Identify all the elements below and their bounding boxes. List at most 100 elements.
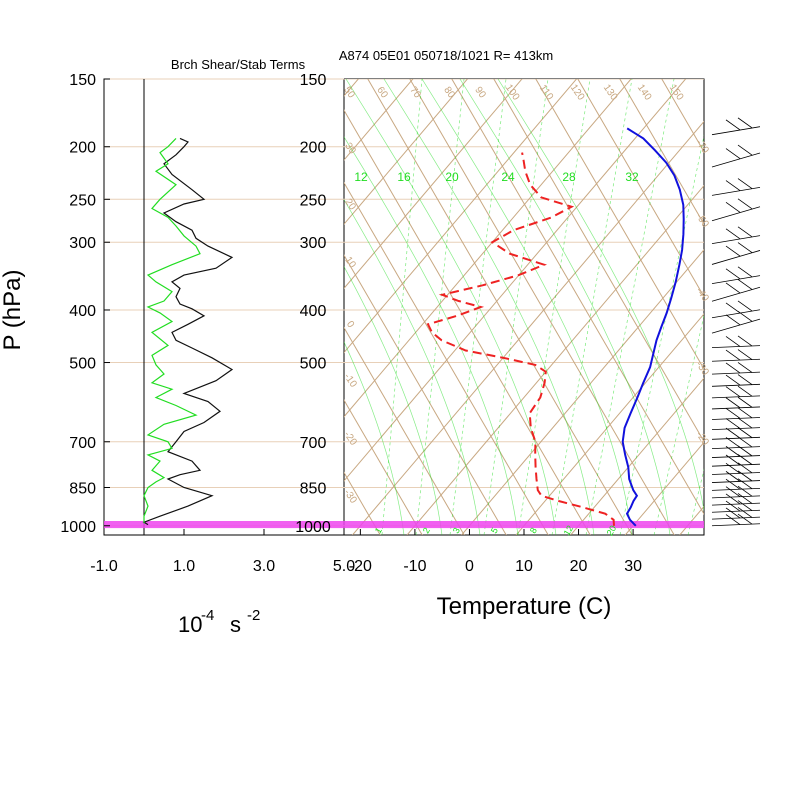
isotherm-line	[344, 79, 578, 354]
mixing-ratio-bottom-label: 2	[421, 526, 432, 535]
moist-adiabat-line	[383, 79, 595, 535]
wind-barb-flag	[737, 178, 753, 189]
right-series-lines	[426, 127, 685, 527]
wind-barb-staff	[711, 383, 761, 387]
right-x-ticklabel: -20	[349, 558, 372, 575]
mixing-ratio-bottom-label: 12	[562, 524, 576, 538]
wind-barb-flag	[725, 478, 741, 490]
theta-label: 90	[472, 85, 488, 101]
dry-adiabat-line	[344, 326, 465, 535]
wind-barb-staff	[711, 250, 761, 265]
y-axis-label: P (hPa)	[0, 270, 26, 351]
dry-adiabat-line	[344, 181, 549, 535]
left-x-ticklabels: -1.0 1.0 3.0 5.0	[90, 529, 355, 575]
wind-barb-flag	[737, 513, 753, 525]
right-diagram-background	[0, 0, 704, 545]
theta-right-label: -20	[693, 429, 711, 448]
left-x-axis-label: 10 -4 s -2	[178, 607, 260, 637]
theta-label: 80	[441, 85, 457, 101]
mixing-ratio-line	[517, 79, 591, 535]
wind-barb-flag	[725, 180, 741, 191]
wind-barb-flag	[725, 418, 741, 429]
left-panel-title: Brch Shear/Stab Terms	[171, 57, 306, 72]
dry-adiabat-line	[344, 399, 423, 535]
wind-barb-flag	[737, 478, 753, 489]
wind-barb-flag	[725, 302, 741, 314]
wind-barb-staff	[711, 523, 761, 527]
theta-label: 150	[667, 83, 686, 103]
wind-barb-staff	[711, 417, 761, 420]
theta-label: 60	[374, 85, 390, 101]
wind-barb-flag	[725, 148, 741, 159]
wind-barb-staff	[711, 358, 761, 362]
right-x-ticklabel: 10	[515, 558, 533, 575]
wind-barb-flag	[725, 507, 741, 519]
mixing-ratio-label: 12	[354, 170, 368, 184]
right-x-ticklabel: -10	[403, 558, 426, 575]
dry-adiabat-line	[409, 79, 675, 535]
wind-barb-staff	[711, 516, 761, 520]
mixing-ratio-bottom-label: 5	[489, 526, 500, 535]
wind-barb-flag	[737, 507, 753, 518]
wind-barb-flag	[737, 445, 753, 457]
mixing-ratio-bottom-label: 3	[451, 526, 462, 535]
middle-y-ticklabel: 250	[300, 192, 327, 209]
wind-barb-staff	[711, 446, 761, 450]
wind-barb	[711, 178, 761, 196]
wind-barb-staff	[711, 502, 761, 506]
left-x-ticklabel: 1.0	[173, 558, 195, 575]
left-x-ticklabel: -1.0	[90, 558, 118, 575]
wind-barb	[711, 279, 761, 302]
wind-barb-flag	[725, 427, 741, 439]
wind-barb-staff	[711, 480, 761, 483]
wind-barb-flag	[725, 336, 741, 347]
wind-barb-staff	[711, 406, 761, 410]
dry-adiabat-line	[577, 79, 704, 298]
wind-barb-flag	[725, 201, 741, 213]
wind-barb-flag	[725, 471, 741, 482]
wind-barb-staff	[711, 436, 761, 440]
wind-barb-flag	[725, 374, 741, 386]
wind-barb-flag	[737, 335, 753, 347]
moist-adiabat-line	[497, 79, 704, 513]
wind-barb-flag	[737, 279, 753, 290]
wind-barb-flag	[725, 437, 741, 448]
dry-adiabat-line	[493, 79, 704, 443]
dry-adiabat-line	[0, 0, 260, 545]
wind-barb-flag	[737, 198, 753, 210]
right-grid-clipped	[0, 0, 704, 545]
wind-barb-flag	[737, 396, 753, 408]
wind-barb-flag	[737, 144, 753, 156]
right-x-ticklabel: 20	[570, 558, 588, 575]
mixing-ratio-line	[585, 79, 675, 535]
moist-adiabat-line	[344, 341, 405, 535]
wind-barb	[711, 198, 761, 222]
isotherm-line	[344, 79, 523, 290]
dry-adiabat-line	[619, 79, 704, 226]
isotherm-line	[344, 79, 687, 482]
theta-left-label: 30	[342, 141, 358, 157]
wind-barb-staff	[711, 345, 761, 349]
svg-text:-4: -4	[201, 607, 214, 624]
wind-barb-staff	[711, 126, 761, 136]
wind-barb-flag	[737, 470, 753, 482]
wind-barb-flag	[737, 362, 753, 373]
dry-adiabat-line	[344, 109, 591, 535]
mixing-ratio-label: 24	[501, 170, 515, 184]
wind-barb-flag	[725, 268, 741, 280]
wind-barb	[711, 335, 761, 349]
dry-adiabat-line	[451, 79, 704, 515]
isotherm-line	[344, 79, 359, 97]
wind-barb-flag	[737, 417, 753, 429]
mixing-ratio-label: 20	[445, 170, 459, 184]
left-y-ticklabel: 300	[69, 235, 96, 252]
wind-barb	[711, 242, 761, 265]
wind-barb	[711, 417, 761, 431]
wind-barb-flag	[737, 117, 753, 129]
wind-barb	[711, 500, 761, 513]
wind-barb	[711, 144, 761, 168]
dewpoint-line	[426, 152, 615, 526]
middle-y-ticklabel: 1000	[295, 519, 331, 536]
isotherm-line	[344, 79, 414, 161]
